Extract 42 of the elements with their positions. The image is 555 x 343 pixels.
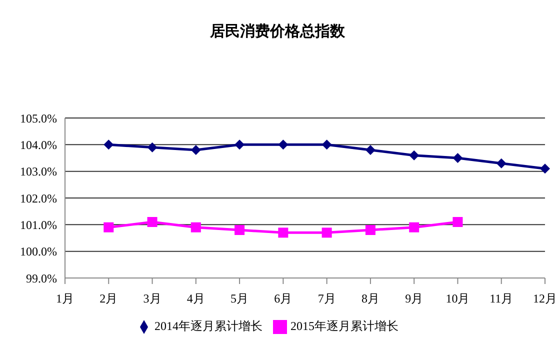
point — [322, 140, 332, 150]
y-tick-label: 105.0% — [20, 111, 57, 126]
point — [409, 222, 420, 232]
point — [190, 145, 201, 155]
point — [452, 217, 463, 227]
point — [147, 142, 158, 152]
point — [365, 145, 376, 155]
point — [234, 225, 245, 235]
y-tick-label: 104.0% — [20, 138, 57, 152]
point — [278, 228, 288, 238]
point — [234, 140, 245, 150]
point — [540, 164, 550, 174]
x-tick-label: 9月 — [405, 292, 424, 306]
x-tick-label: 5月 — [230, 292, 249, 306]
x-tick-label: 3月 — [143, 292, 162, 306]
point — [452, 153, 463, 163]
x-tick-label: 2月 — [100, 292, 118, 306]
point — [322, 228, 332, 238]
point — [278, 140, 288, 150]
point — [104, 222, 114, 232]
x-tick-label: 6月 — [274, 292, 292, 306]
y-tick-label: 100.0% — [20, 244, 57, 259]
point — [365, 225, 376, 235]
x-tick-label: 12月 — [533, 292, 555, 306]
point — [496, 158, 506, 168]
x-tick-label: 10月 — [446, 292, 470, 306]
legend-label: 2015年逐月累计增长 — [290, 319, 398, 333]
legend-label: 2014年逐月累计增长 — [154, 319, 262, 333]
y-tick-label: 102.0% — [20, 191, 57, 206]
chart-title: 居民消费价格总指数 — [209, 22, 346, 41]
x-tick-label: 1月 — [56, 292, 74, 306]
y-tick-label: 101.0% — [20, 218, 57, 232]
point — [147, 217, 158, 227]
x-tick-label: 8月 — [361, 292, 380, 306]
x-tick-label: 7月 — [318, 292, 336, 306]
x-tick-label: 4月 — [186, 292, 205, 306]
x-tick-label: 11月 — [490, 292, 514, 306]
point — [190, 222, 201, 232]
y-tick-label: 99.0% — [26, 271, 57, 286]
point — [104, 140, 114, 150]
point — [409, 150, 420, 160]
y-tick-label: 103.0% — [20, 164, 57, 179]
